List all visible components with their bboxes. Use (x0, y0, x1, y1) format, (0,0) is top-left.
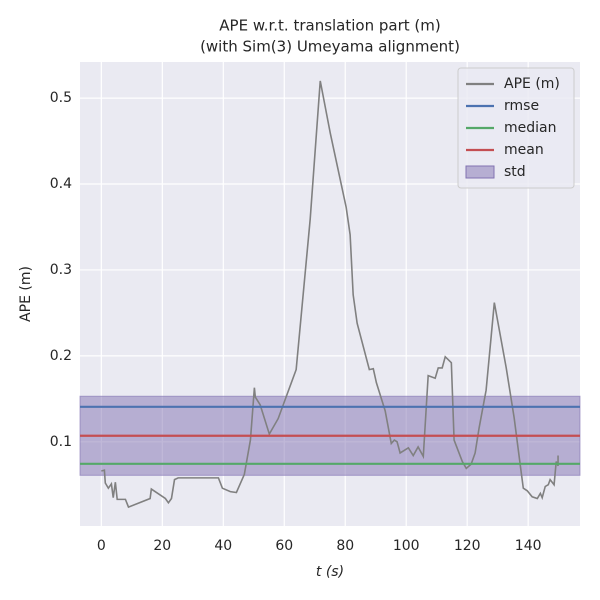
x-tick-label: 140 (515, 538, 542, 554)
legend-label: APE (m) (504, 76, 560, 92)
x-tick-label: 60 (275, 538, 293, 554)
legend-label: rmse (504, 98, 539, 114)
chart-title: APE w.r.t. translation part (m) (219, 17, 440, 35)
chart-subtitle: (with Sim(3) Umeyama alignment) (200, 38, 460, 56)
x-tick-label: 40 (214, 538, 232, 554)
plot: 0 20 40 60 80 100 120 140 0.1 0.2 0.3 0.4 0.5 (50, 62, 581, 554)
y-tick-label: 0.5 (50, 90, 72, 106)
y-axis-label: APE (m) (18, 266, 34, 322)
y-tick-label: 0.2 (50, 348, 72, 364)
x-tick-label: 120 (454, 538, 481, 554)
legend-box (457, 67, 575, 189)
y-tick-label: 0.4 (50, 176, 72, 192)
legend-label: mean (504, 142, 544, 158)
legend-swatch (465, 165, 495, 179)
legend: APE (m) rmse median mean std (457, 67, 575, 189)
ape-line (101, 80, 559, 509)
legend-label: std (504, 164, 526, 180)
x-tick-label: 0 (97, 538, 106, 554)
x-tick-label: 20 (153, 538, 171, 554)
legend-label: median (504, 120, 556, 136)
x-tick-label: 100 (393, 538, 420, 554)
x-axis-label: t (s) (316, 564, 344, 580)
y-tick-label: 0.3 (50, 262, 72, 278)
x-tick-label: 80 (336, 538, 354, 554)
y-tick-label: 0.1 (50, 434, 72, 450)
